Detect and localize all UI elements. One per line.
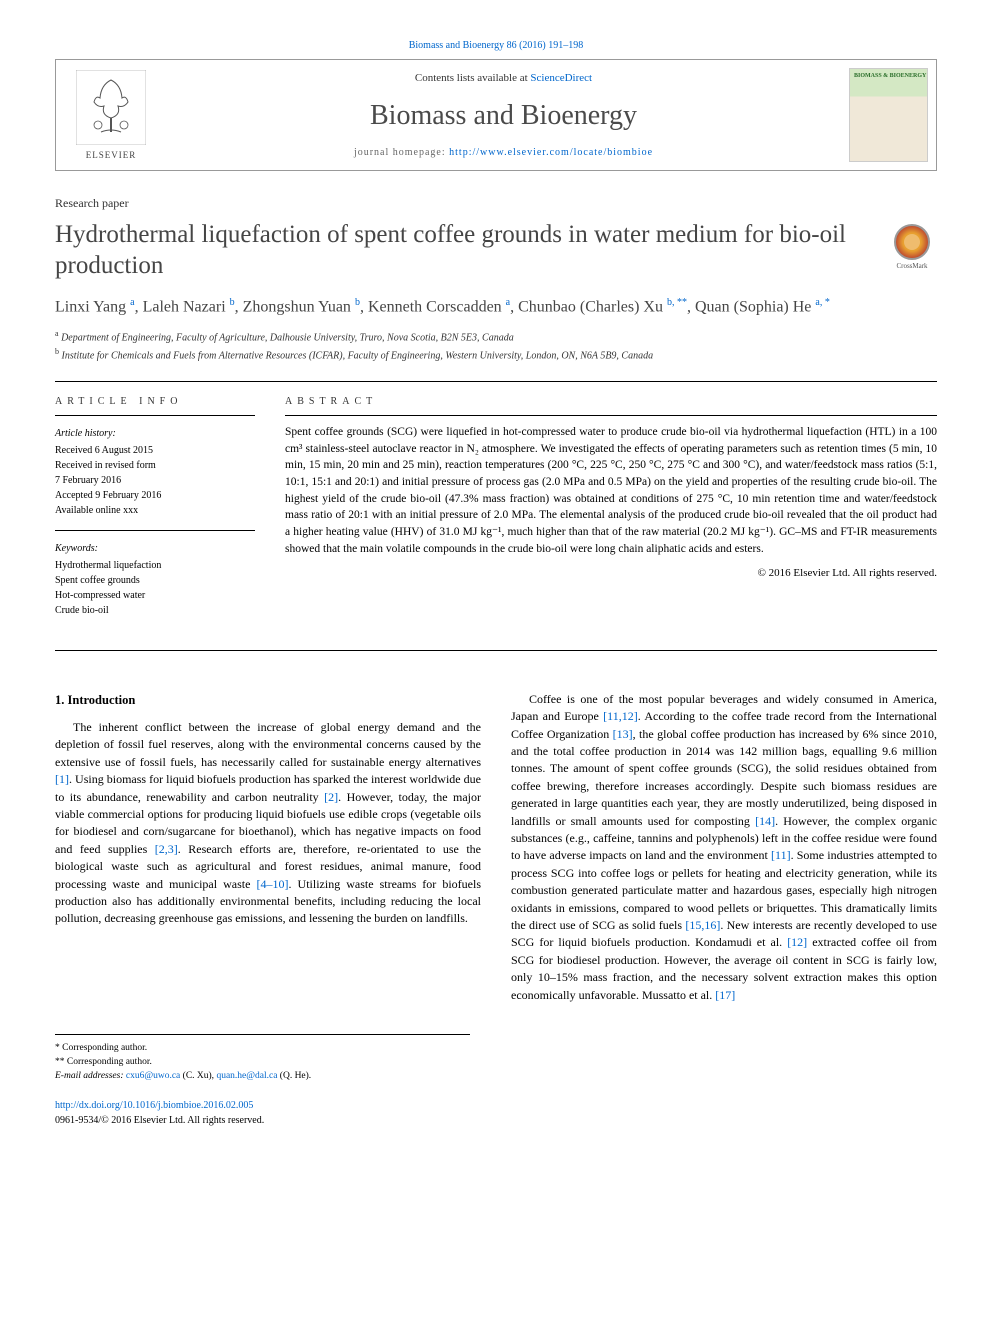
intro-para-1: The inherent conflict between the increa… [55, 719, 481, 928]
intro-para-2: Coffee is one of the most popular bevera… [511, 691, 937, 1004]
crossmark-icon [894, 224, 930, 260]
history-line: Received 6 August 2015 [55, 443, 255, 458]
homepage-prefix: journal homepage: [354, 147, 449, 158]
page-container: Biomass and Bioenergy 86 (2016) 191–198 … [0, 0, 992, 1168]
journal-header: ELSEVIER Contents lists available at Sci… [55, 59, 937, 171]
history-line: Received in revised form [55, 458, 255, 473]
email-name-1: (C. Xu), [183, 1071, 214, 1081]
citation-link[interactable]: [12] [787, 935, 807, 949]
right-column: Coffee is one of the most popular bevera… [511, 691, 937, 1004]
keyword: Crude bio-oil [55, 603, 255, 618]
contents-line: Contents lists available at ScienceDirec… [176, 72, 831, 84]
homepage-link[interactable]: http://www.elsevier.com/locate/biombioe [449, 147, 653, 158]
abstract-column: ABSTRACT Spent coffee grounds (SCG) were… [285, 396, 937, 630]
body-columns: 1. Introduction The inherent conflict be… [55, 691, 937, 1004]
citation-link[interactable]: [2] [324, 790, 338, 804]
corresponding-2: ** Corresponding author. [55, 1055, 470, 1069]
sciencedirect-link[interactable]: ScienceDirect [530, 72, 592, 84]
cover-thumbnail-block: BIOMASS & BIOENERGY [841, 60, 936, 170]
doi-link[interactable]: http://dx.doi.org/10.1016/j.biombioe.201… [55, 1100, 253, 1111]
citation-link[interactable]: [15,16] [685, 918, 720, 932]
keyword: Hydrothermal liquefaction [55, 558, 255, 573]
email-label: E-mail addresses: [55, 1071, 124, 1081]
affiliation-a: a Department of Engineering, Faculty of … [55, 328, 937, 345]
email-name-2: (Q. He). [280, 1071, 311, 1081]
crossmark-label: CrossMark [887, 262, 937, 270]
keywords-label: Keywords: [55, 541, 255, 556]
history-block: Article history: Received 6 August 2015 … [55, 415, 255, 518]
journal-name: Biomass and Bioenergy [176, 100, 831, 132]
keyword: Hot-compressed water [55, 588, 255, 603]
article-info: ARTICLE INFO Article history: Received 6… [55, 396, 255, 630]
affiliations: a Department of Engineering, Faculty of … [55, 328, 937, 363]
divider-2 [55, 650, 937, 651]
abstract-heading: ABSTRACT [285, 396, 937, 407]
publisher-name: ELSEVIER [86, 150, 137, 160]
article-info-heading: ARTICLE INFO [55, 396, 255, 407]
abstract-copyright: © 2016 Elsevier Ltd. All rights reserved… [285, 567, 937, 579]
footnotes: * Corresponding author. ** Corresponding… [55, 1034, 470, 1084]
article-title: Hydrothermal liquefaction of spent coffe… [55, 219, 867, 282]
publisher-logo-block: ELSEVIER [56, 60, 166, 170]
email-link-2[interactable]: quan.he@dal.ca [216, 1071, 277, 1081]
section-1-heading: 1. Introduction [55, 691, 481, 709]
info-abstract-row: ARTICLE INFO Article history: Received 6… [55, 396, 937, 630]
crossmark-badge[interactable]: CrossMark [887, 224, 937, 270]
divider-1 [55, 381, 937, 382]
elsevier-tree-icon [76, 70, 146, 145]
history-label: Article history: [55, 426, 255, 441]
history-line: Available online xxx [55, 503, 255, 518]
abstract-text: Spent coffee grounds (SCG) were liquefie… [285, 415, 937, 557]
affiliation-b-text: Institute for Chemicals and Fuels from A… [62, 350, 654, 361]
citation-link[interactable]: [14] [755, 814, 775, 828]
journal-homepage: journal homepage: http://www.elsevier.co… [176, 147, 831, 158]
affiliation-b: b Institute for Chemicals and Fuels from… [55, 346, 937, 363]
citation-link[interactable]: [4–10] [257, 877, 289, 891]
affiliation-a-text: Department of Engineering, Faculty of Ag… [61, 333, 514, 344]
cover-title-text: BIOMASS & BIOENERGY [854, 73, 926, 80]
contents-prefix: Contents lists available at [415, 72, 530, 84]
citation-link[interactable]: [17] [715, 988, 735, 1002]
citation-link[interactable]: [2,3] [155, 842, 178, 856]
issn-copyright: 0961-9534/© 2016 Elsevier Ltd. All right… [55, 1115, 264, 1126]
header-center: Contents lists available at ScienceDirec… [166, 60, 841, 170]
email-link-1[interactable]: cxu6@uwo.ca [126, 1071, 180, 1081]
keywords-block: Keywords: Hydrothermal liquefaction Spen… [55, 530, 255, 618]
author-list: Linxi Yang a, Laleh Nazari b, Zhongshun … [55, 296, 937, 319]
journal-cover-thumb: BIOMASS & BIOENERGY [849, 68, 928, 162]
citation-link[interactable]: [13] [613, 727, 633, 741]
top-citation: Biomass and Bioenergy 86 (2016) 191–198 [55, 40, 937, 51]
corresponding-1: * Corresponding author. [55, 1041, 470, 1055]
left-column: 1. Introduction The inherent conflict be… [55, 691, 481, 1004]
bottom-meta: http://dx.doi.org/10.1016/j.biombioe.201… [55, 1098, 937, 1128]
paper-type-label: Research paper [55, 196, 937, 211]
keyword: Spent coffee grounds [55, 573, 255, 588]
history-line: 7 February 2016 [55, 473, 255, 488]
history-line: Accepted 9 February 2016 [55, 488, 255, 503]
citation-link[interactable]: [11,12] [603, 709, 638, 723]
email-line: E-mail addresses: cxu6@uwo.ca (C. Xu), q… [55, 1069, 470, 1083]
title-row: Hydrothermal liquefaction of spent coffe… [55, 219, 937, 296]
citation-link[interactable]: [11] [771, 848, 791, 862]
citation-link[interactable]: [1] [55, 772, 69, 786]
